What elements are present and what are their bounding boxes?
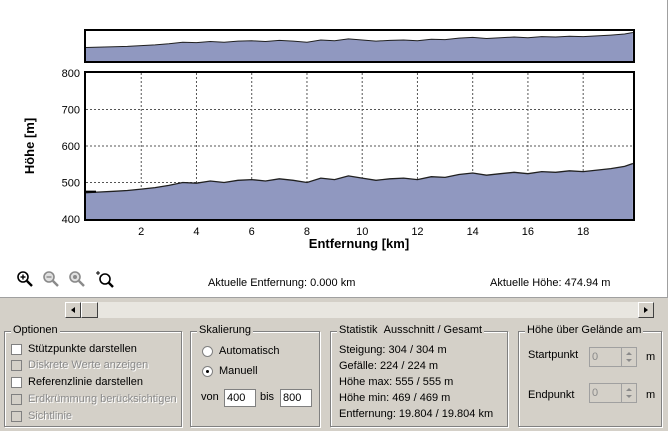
status-hoehe: Aktuelle Höhe: 474.94 m — [490, 277, 611, 289]
stat-steigung: Steigung: 304 / 304 m — [339, 344, 447, 356]
y-tick-label: 700 — [62, 105, 80, 117]
zoom-out-icon[interactable] — [42, 270, 60, 288]
y-tick-label: 800 — [62, 68, 80, 80]
startpunkt-value: 0 — [592, 351, 599, 363]
zoom-window-icon[interactable] — [96, 270, 114, 288]
x-tick-label: 18 — [577, 226, 589, 238]
label-erdkruemmung: Erdkrümmung berücksichtigen — [28, 393, 177, 405]
stat-gefaelle: Gefälle: 224 / 224 m — [339, 360, 439, 372]
label-manuell: Manuell — [219, 365, 258, 377]
checkbox-sichtlinie — [11, 411, 22, 422]
scroll-left-button[interactable] — [65, 302, 81, 318]
overview-area — [86, 32, 633, 61]
spin-updown-icon — [626, 352, 632, 362]
label-von: von — [201, 391, 219, 403]
checkbox-erdkruemmung — [11, 394, 22, 405]
status-entfernung: Aktuelle Entfernung: 0.000 km — [208, 277, 356, 289]
x-tick-label: 12 — [411, 226, 423, 238]
bis-input[interactable]: 800 — [280, 389, 312, 407]
stat-entfernung: Entfernung: 19.804 / 19.804 km — [339, 408, 494, 420]
optionen-title: Optionen — [11, 324, 60, 336]
x-axis-label: Entfernung [km] — [309, 236, 409, 251]
statistik-group: Statistik Ausschnitt / Gesamt — [330, 324, 508, 427]
horizontal-scrollbar[interactable] — [65, 302, 654, 318]
endpunkt-unit: m — [646, 389, 656, 401]
elevation-line — [85, 162, 634, 194]
radio-automatisch[interactable] — [202, 346, 213, 357]
scroll-right-button[interactable] — [638, 302, 654, 318]
zoom-in-icon[interactable] — [16, 270, 34, 288]
x-tick-label: 16 — [522, 226, 534, 238]
label-automatisch: Automatisch — [219, 345, 280, 357]
arrow-left-icon — [71, 307, 75, 313]
label-sichtlinie: Sichtlinie — [28, 410, 73, 422]
arrow-right-icon — [644, 307, 648, 313]
endpunkt-value: 0 — [592, 387, 599, 399]
y-tick-label: 500 — [62, 178, 80, 190]
x-tick-label: 4 — [193, 226, 199, 238]
statistik-title: Statistik Ausschnitt / Gesamt — [337, 324, 485, 336]
label-diskrete-werte: Diskrete Werte anzeigen — [28, 359, 149, 371]
label-referenzlinie: Referenzlinie darstellen — [28, 376, 143, 388]
x-tick-label: 6 — [249, 226, 255, 238]
endpunkt-spin-arrows — [621, 384, 636, 402]
gelaende-title: Höhe über Gelände am — [525, 324, 644, 336]
x-tick-label: 8 — [304, 226, 310, 238]
y-tick-label: 400 — [62, 214, 80, 226]
stat-hoehe-max: Höhe max: 555 / 555 m — [339, 376, 454, 388]
stat-hoehe-min: Höhe min: 469 / 469 m — [339, 392, 451, 404]
scroll-thumb[interactable] — [81, 302, 98, 318]
x-tick-label: 2 — [138, 226, 144, 238]
gelaende-group: Höhe über Gelände am — [518, 324, 662, 427]
optionen-group: Optionen — [4, 324, 182, 427]
x-tick-label: 10 — [356, 226, 368, 238]
skalierung-title: Skalierung — [197, 324, 253, 336]
elevation-profile-panel[interactable]: 2 4 6 8 10 12 14 16 18 400 500 600 700 800 Entfernung… — [0, 0, 668, 298]
skalierung-group: Skalierung — [190, 324, 320, 427]
checkbox-referenzlinie[interactable] — [11, 377, 22, 388]
y-axis-label: Höhe [m] — [22, 118, 37, 174]
elevation-chart[interactable]: 2 4 6 8 10 12 14 16 18 400 500 600 700 800 Entfernung… — [0, 0, 668, 262]
y-tick-label: 600 — [62, 141, 80, 153]
spin-updown-icon — [626, 388, 632, 398]
overview-line — [85, 32, 633, 48]
statistik-title-text: Statistik — [339, 324, 378, 336]
elevation-area — [86, 163, 633, 219]
zoom-reset-icon[interactable] — [68, 270, 86, 288]
radio-manuell[interactable] — [202, 366, 213, 377]
checkbox-stuetzpunkte[interactable] — [11, 344, 22, 355]
startpunkt-spinner: 0 — [589, 347, 637, 367]
label-bis: bis — [260, 391, 275, 403]
startpunkt-spin-arrows — [621, 348, 636, 366]
von-input[interactable]: 400 — [224, 389, 256, 407]
statistik-subtitle: Ausschnitt / Gesamt — [383, 324, 483, 336]
endpunkt-spinner: 0 — [589, 383, 637, 403]
checkbox-diskrete-werte — [11, 360, 22, 371]
label-endpunkt: Endpunkt — [528, 389, 575, 401]
x-tick-label: 14 — [467, 226, 479, 238]
label-startpunkt: Startpunkt — [528, 349, 579, 361]
label-stuetzpunkte: Stützpunkte darstellen — [28, 343, 137, 355]
startpunkt-unit: m — [646, 351, 656, 363]
